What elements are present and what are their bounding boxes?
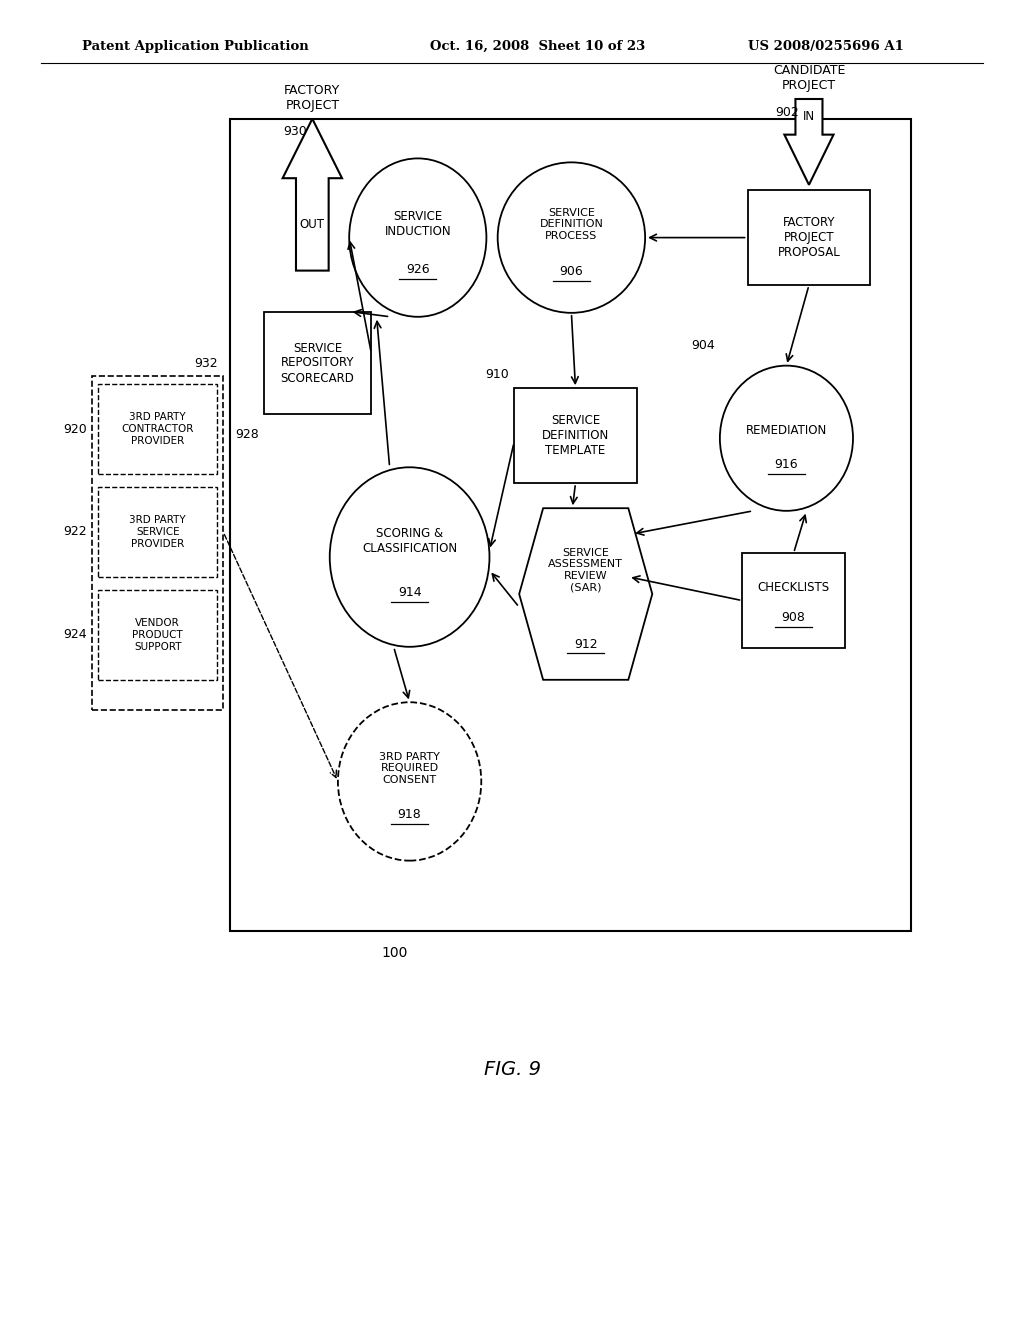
FancyBboxPatch shape bbox=[264, 312, 371, 414]
Text: 904: 904 bbox=[691, 339, 715, 352]
Text: 914: 914 bbox=[397, 586, 422, 599]
FancyBboxPatch shape bbox=[748, 190, 870, 285]
FancyBboxPatch shape bbox=[514, 388, 637, 483]
Text: Oct. 16, 2008  Sheet 10 of 23: Oct. 16, 2008 Sheet 10 of 23 bbox=[430, 40, 645, 53]
Ellipse shape bbox=[338, 702, 481, 861]
FancyBboxPatch shape bbox=[92, 376, 223, 710]
Polygon shape bbox=[784, 99, 834, 185]
Text: OUT: OUT bbox=[300, 218, 325, 231]
Text: SERVICE
INDUCTION: SERVICE INDUCTION bbox=[384, 210, 452, 239]
Text: 922: 922 bbox=[63, 525, 87, 539]
Text: SERVICE
ASSESSMENT
REVIEW
(SAR): SERVICE ASSESSMENT REVIEW (SAR) bbox=[548, 548, 624, 593]
Text: FACTORY
PROJECT: FACTORY PROJECT bbox=[285, 84, 340, 112]
Text: CHECKLISTS: CHECKLISTS bbox=[758, 581, 829, 594]
Text: IN: IN bbox=[803, 111, 815, 123]
Text: 908: 908 bbox=[781, 611, 806, 624]
Text: 3RD PARTY
SERVICE
PROVIDER: 3RD PARTY SERVICE PROVIDER bbox=[129, 515, 186, 549]
Text: SCORING &
CLASSIFICATION: SCORING & CLASSIFICATION bbox=[362, 527, 457, 556]
Polygon shape bbox=[283, 119, 342, 271]
Polygon shape bbox=[519, 508, 652, 680]
Text: 100: 100 bbox=[381, 946, 408, 961]
Text: VENDOR
PRODUCT
SUPPORT: VENDOR PRODUCT SUPPORT bbox=[132, 618, 183, 652]
Text: 906: 906 bbox=[559, 265, 584, 279]
Ellipse shape bbox=[349, 158, 486, 317]
Text: REMEDIATION: REMEDIATION bbox=[745, 424, 827, 437]
Text: 910: 910 bbox=[485, 368, 509, 381]
Text: SERVICE
DEFINITION
TEMPLATE: SERVICE DEFINITION TEMPLATE bbox=[542, 414, 609, 457]
Text: 3RD PARTY
REQUIRED
CONSENT: 3RD PARTY REQUIRED CONSENT bbox=[379, 751, 440, 785]
Text: 932: 932 bbox=[195, 356, 218, 370]
Text: 3RD PARTY
CONTRACTOR
PROVIDER: 3RD PARTY CONTRACTOR PROVIDER bbox=[122, 412, 194, 446]
Text: SERVICE
DEFINITION
PROCESS: SERVICE DEFINITION PROCESS bbox=[540, 207, 603, 242]
Text: SERVICE
REPOSITORY
SCORECARD: SERVICE REPOSITORY SCORECARD bbox=[281, 342, 354, 384]
FancyBboxPatch shape bbox=[98, 590, 217, 680]
Text: 930: 930 bbox=[284, 125, 307, 139]
Text: CANDIDATE
PROJECT: CANDIDATE PROJECT bbox=[773, 65, 845, 92]
Text: Patent Application Publication: Patent Application Publication bbox=[82, 40, 308, 53]
Text: 928: 928 bbox=[234, 428, 258, 441]
Ellipse shape bbox=[720, 366, 853, 511]
Text: 918: 918 bbox=[397, 808, 422, 821]
Text: 902: 902 bbox=[775, 106, 799, 119]
Ellipse shape bbox=[498, 162, 645, 313]
Text: 924: 924 bbox=[63, 628, 87, 642]
FancyBboxPatch shape bbox=[98, 384, 217, 474]
Text: US 2008/0255696 A1: US 2008/0255696 A1 bbox=[748, 40, 903, 53]
Text: 912: 912 bbox=[573, 638, 598, 651]
Text: 920: 920 bbox=[63, 422, 87, 436]
Text: FACTORY
PROJECT
PROPOSAL: FACTORY PROJECT PROPOSAL bbox=[777, 216, 841, 259]
Ellipse shape bbox=[330, 467, 489, 647]
FancyBboxPatch shape bbox=[742, 553, 845, 648]
FancyBboxPatch shape bbox=[230, 119, 911, 931]
Text: FIG. 9: FIG. 9 bbox=[483, 1060, 541, 1078]
FancyBboxPatch shape bbox=[98, 487, 217, 577]
Text: 916: 916 bbox=[774, 458, 799, 471]
Text: 926: 926 bbox=[406, 263, 430, 276]
